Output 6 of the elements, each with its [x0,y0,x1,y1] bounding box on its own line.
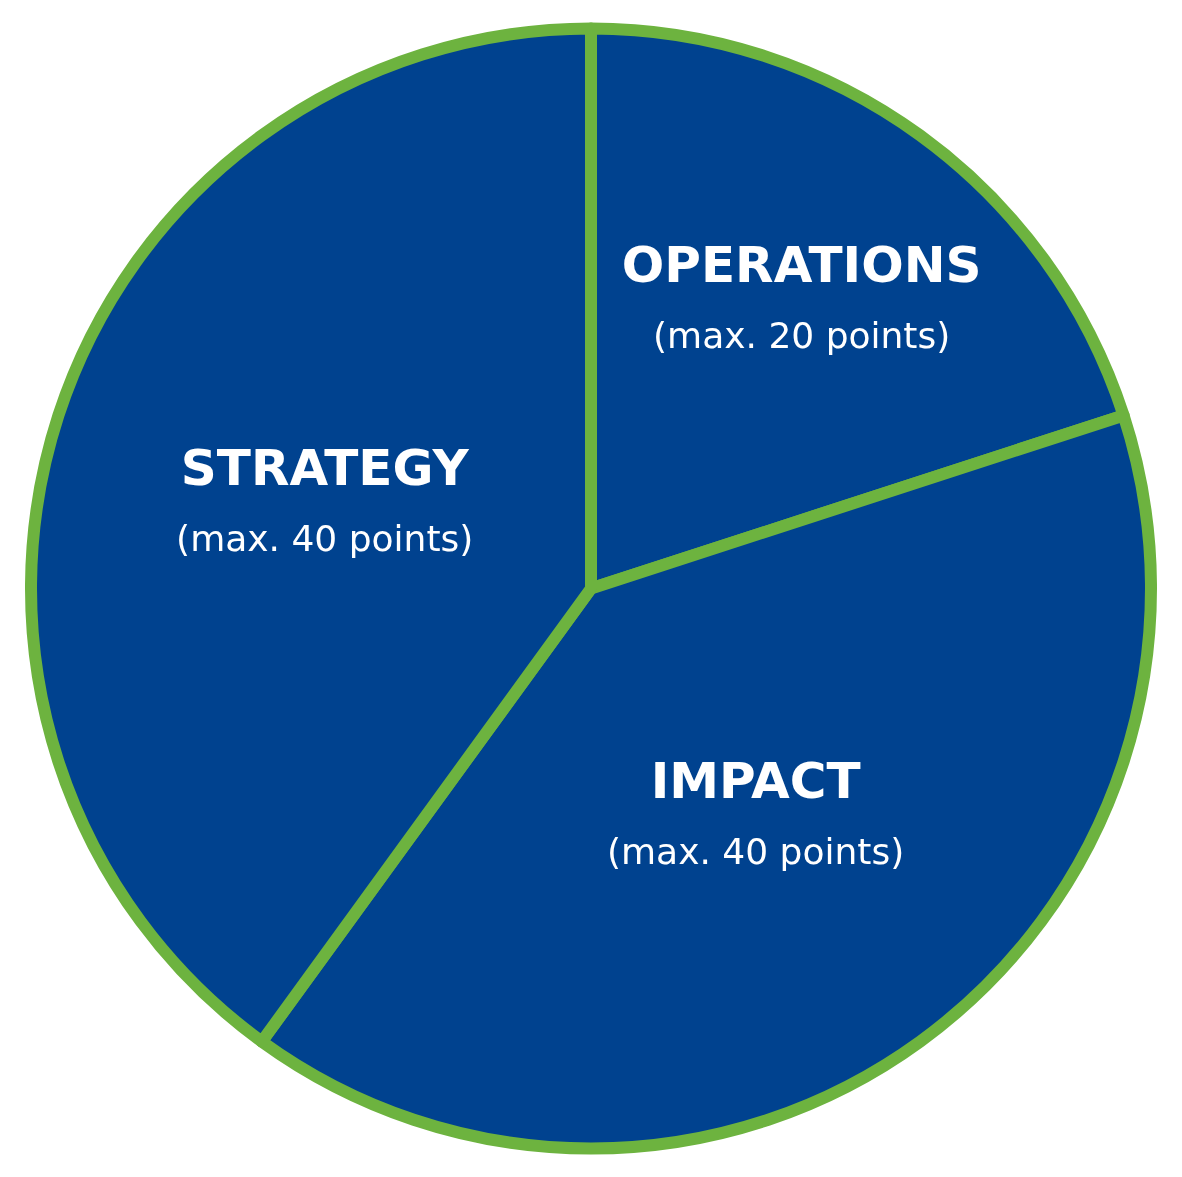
data-label: (max. 40 points) [176,518,474,560]
slice-label: STRATEGY [180,438,470,497]
slice-label: IMPACT [650,752,861,811]
data-label: (max. 20 points) [653,314,951,356]
slice-label: OPERATIONS [621,235,982,294]
data-label: (max. 40 points) [606,831,905,873]
